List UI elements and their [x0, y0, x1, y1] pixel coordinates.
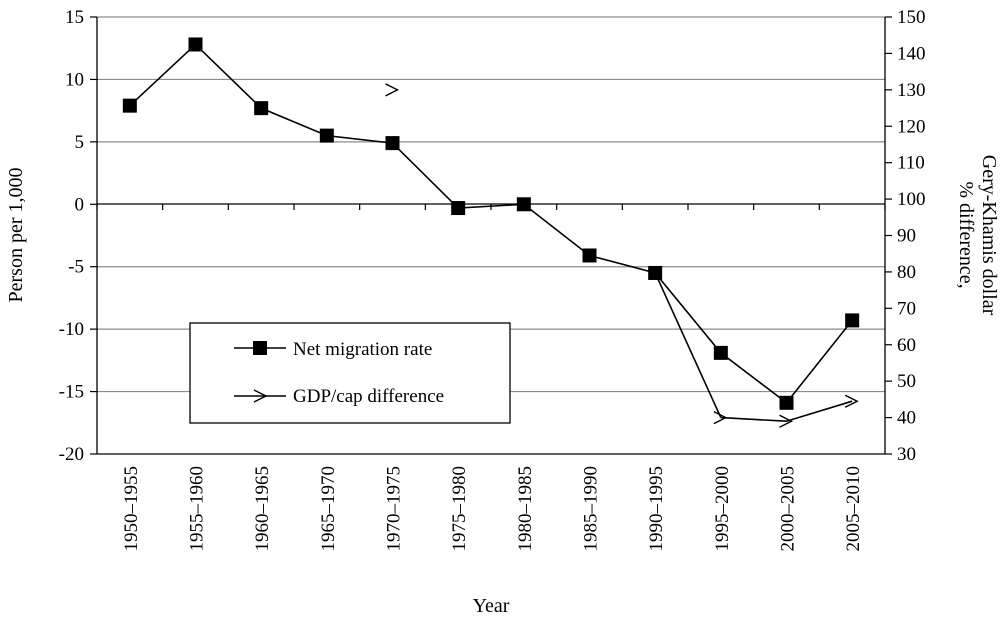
gdp-difference-point [779, 414, 794, 428]
category-label: 1995–2000 [712, 466, 733, 552]
right-tick-label: 120 [897, 116, 926, 137]
category-label: 1960–1965 [252, 466, 273, 552]
gdp-difference-point [713, 410, 728, 425]
net-migration-point [451, 201, 466, 216]
right-tick-label: 30 [897, 444, 916, 465]
net-migration-point [582, 248, 597, 263]
net-migration-point [254, 101, 269, 116]
right-tick-label: 80 [897, 262, 916, 283]
right-tick-label: 150 [897, 7, 926, 28]
net-migration-point [845, 313, 860, 328]
net-migration-point [319, 128, 334, 143]
right-tick-label: 90 [897, 226, 916, 247]
right-tick-label: 100 [897, 189, 926, 210]
left-tick-labels: 15 10 5 0 -5 -10 -15 -20 [59, 7, 97, 465]
category-label: 1955–1960 [187, 466, 208, 552]
category-label: 2005–2010 [843, 466, 864, 552]
net-migration-point [188, 37, 203, 52]
left-tick-label: 5 [75, 132, 85, 153]
left-tick-label: 0 [75, 194, 85, 215]
series [122, 37, 860, 428]
right-tick-labels: 150 140 130 120 110 100 90 80 70 60 50 40 30 [885, 7, 926, 465]
category-label: 1975–1980 [449, 466, 470, 552]
left-tick-label: -5 [68, 257, 84, 278]
left-tick-label: 15 [65, 7, 84, 28]
category-label: 1980–1985 [515, 466, 536, 552]
net-migration-line [129, 43, 853, 404]
left-tick-label: 10 [65, 69, 84, 90]
y-axis-right-title-line2: Gery-Khamis dollar [978, 155, 1000, 316]
y-axis-left-title: Person per 1,000 [5, 168, 27, 303]
net-migration-point [779, 395, 794, 410]
x-axis-title: Year [473, 595, 510, 617]
right-tick-label: 40 [897, 408, 916, 429]
right-tick-label: 140 [897, 43, 926, 64]
gdp-difference-line [720, 400, 853, 423]
gdp-difference-connector [654, 272, 722, 418]
legend-label-gdp: GDP/cap difference [293, 386, 444, 407]
legend-box [189, 322, 511, 424]
y-axis-right-title-line1: % difference, [955, 181, 977, 288]
right-tick-label: 130 [897, 80, 926, 101]
legend-label-net-migration: Net migration rate [293, 339, 432, 360]
category-label: 1985–1990 [581, 466, 602, 552]
legend: Net migration rate GDP/cap difference [189, 322, 511, 424]
gdp-difference-point [844, 394, 859, 408]
net-migration-point [122, 98, 137, 113]
category-label: 1990–1995 [646, 466, 667, 552]
net-migration-point [516, 197, 531, 212]
right-tick-label: 70 [897, 298, 916, 319]
net-migration-point [385, 136, 400, 151]
net-migration-point [713, 345, 728, 360]
gdp-difference-point [385, 83, 400, 97]
legend-marker-tick [253, 389, 268, 403]
category-label: 1965–1970 [318, 466, 339, 552]
legend-marker-square [253, 341, 267, 355]
left-tick-label: -10 [59, 319, 84, 340]
category-tick-marks [96, 204, 886, 210]
right-tick-label: 60 [897, 335, 916, 356]
left-tick-label: -15 [59, 382, 84, 403]
left-tick-label: -20 [59, 444, 84, 465]
category-label: 2000–2005 [778, 466, 799, 552]
category-label: 1950–1955 [121, 466, 142, 552]
category-label: 1970–1975 [384, 466, 405, 552]
category-labels: 1950–1955 1955–1960 1960–1965 1965–1970 1970… [121, 466, 864, 552]
right-tick-label: 50 [897, 371, 916, 392]
right-tick-label: 110 [897, 153, 925, 174]
